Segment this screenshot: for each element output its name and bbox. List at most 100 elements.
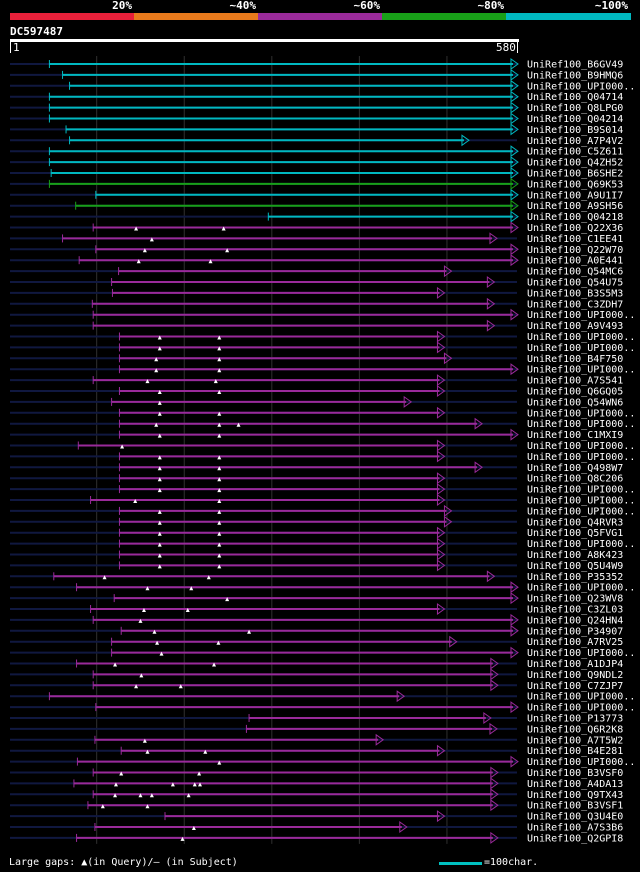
alignment-row[interactable]: UniRef100_A4DA13 (10, 777, 623, 790)
alignment-row[interactable]: UniRef100_UPI000.. (10, 690, 635, 703)
alignment-row[interactable]: UniRef100_UPI000.. (10, 330, 635, 344)
hit-label[interactable]: UniRef100_Q22X36 (527, 223, 623, 234)
alignment-row[interactable]: UniRef100_Q69K53 (10, 177, 623, 191)
hit-label[interactable]: UniRef100_B3S5M3 (527, 288, 623, 299)
hit-label[interactable]: UniRef100_UPI000.. (527, 703, 635, 714)
alignment-row[interactable]: UniRef100_Q04214 (10, 112, 623, 126)
alignment-row[interactable]: UniRef100_P35352 (10, 570, 623, 583)
alignment-row[interactable]: UniRef100_Q8LPG0 (10, 101, 623, 115)
alignment-row[interactable]: UniRef100_UPI000.. (10, 450, 635, 463)
alignment-row[interactable]: UniRef100_Q3U4E0 (10, 810, 623, 823)
hit-label[interactable]: UniRef100_UPI000.. (527, 583, 635, 594)
hit-label[interactable]: UniRef100_Q9NDL2 (527, 670, 623, 681)
hit-label[interactable]: UniRef100_C3ZDH7 (527, 299, 623, 310)
hit-label[interactable]: UniRef100_Q6GQ05 (527, 387, 623, 398)
hit-label[interactable]: UniRef100_Q54U75 (527, 278, 623, 289)
alignment-row[interactable]: UniRef100_Q24HN4 (10, 613, 623, 627)
alignment-row[interactable]: UniRef100_Q5U4W9 (10, 559, 623, 572)
hit-label[interactable]: UniRef100_UPI000.. (527, 506, 635, 517)
hit-label[interactable]: UniRef100_Q22W70 (527, 245, 623, 256)
alignment-row[interactable]: UniRef100_B9S014 (10, 123, 623, 136)
alignment-row[interactable]: UniRef100_B3S5M3 (10, 286, 623, 300)
hit-label[interactable]: UniRef100_Q54WN6 (527, 397, 623, 408)
hit-label[interactable]: UniRef100_Q23WV8 (527, 594, 623, 605)
alignment-row[interactable]: UniRef100_A7P4V2 (10, 134, 623, 147)
alignment-row[interactable]: UniRef100_UPI000.. (10, 537, 635, 551)
hit-label[interactable]: UniRef100_C3ZL03 (527, 605, 623, 616)
alignment-row[interactable]: UniRef100_C3ZL03 (10, 603, 623, 616)
hit-label[interactable]: UniRef100_Q5FVG1 (527, 528, 623, 539)
hit-label[interactable]: UniRef100_A9SH56 (527, 201, 623, 212)
hit-label[interactable]: UniRef100_A1DJP4 (527, 659, 623, 670)
alignment-row[interactable]: UniRef100_UPI000.. (10, 406, 635, 420)
hit-label[interactable]: UniRef100_B4E281 (527, 746, 623, 757)
hit-label[interactable]: UniRef100_Q8LPG0 (527, 103, 623, 114)
hit-label[interactable]: UniRef100_B6SHE2 (527, 169, 623, 180)
alignment-row[interactable]: UniRef100_UPI000.. (10, 417, 635, 431)
alignment-row[interactable]: UniRef100_Q22X36 (10, 221, 623, 235)
hit-label[interactable]: UniRef100_UPI000.. (527, 692, 635, 703)
hit-label[interactable]: UniRef100_P13773 (527, 714, 623, 725)
hit-label[interactable]: UniRef100_UPI000.. (527, 496, 635, 507)
alignment-row[interactable]: UniRef100_UPI000.. (10, 494, 635, 507)
hit-label[interactable]: UniRef100_UPI000.. (527, 441, 635, 452)
hit-label[interactable]: UniRef100_Q8C206 (527, 474, 623, 485)
hit-label[interactable]: UniRef100_B3VSF0 (527, 768, 623, 779)
hit-label[interactable]: UniRef100_UPI000.. (527, 648, 635, 659)
hit-label[interactable]: UniRef100_UPI000.. (527, 757, 635, 768)
alignment-row[interactable]: UniRef100_A7RV25 (10, 635, 623, 649)
hit-label[interactable]: UniRef100_A7S541 (527, 376, 623, 387)
alignment-row[interactable]: UniRef100_UPI000.. (10, 646, 635, 660)
alignment-row[interactable]: UniRef100_Q23WV8 (10, 592, 623, 605)
alignment-row[interactable]: UniRef100_A8K423 (10, 548, 623, 562)
alignment-row[interactable]: UniRef100_Q04218 (10, 210, 623, 224)
hit-label[interactable]: UniRef100_C5Z611 (527, 147, 623, 158)
hit-label[interactable]: UniRef100_UPI000.. (527, 452, 635, 463)
hit-label[interactable]: UniRef100_P34907 (527, 626, 623, 637)
alignment-row[interactable]: UniRef100_C1EE41 (10, 232, 623, 245)
alignment-row[interactable]: UniRef100_Q6GQ05 (10, 385, 623, 398)
alignment-row[interactable]: UniRef100_Q54WN6 (10, 395, 623, 409)
hit-label[interactable]: UniRef100_Q6R2K8 (527, 724, 623, 735)
hit-label[interactable]: UniRef100_B9HMQ6 (527, 70, 623, 81)
alignment-row[interactable]: UniRef100_UPI000.. (10, 581, 635, 594)
hit-label[interactable]: UniRef100_Q3U4E0 (527, 812, 623, 823)
hit-label[interactable]: UniRef100_Q4RVR3 (527, 517, 623, 528)
alignment-row[interactable]: UniRef100_B6SHE2 (10, 167, 623, 180)
hit-label[interactable]: UniRef100_Q498W7 (527, 463, 623, 474)
hit-label[interactable]: UniRef100_UPI000.. (527, 365, 635, 376)
alignment-row[interactable]: UniRef100_A1DJP4 (10, 657, 623, 671)
hit-label[interactable]: UniRef100_Q9TX43 (527, 790, 623, 801)
alignment-row[interactable]: UniRef100_A7S541 (10, 374, 623, 387)
alignment-row[interactable]: UniRef100_C5Z611 (10, 145, 623, 158)
hit-label[interactable]: UniRef100_Q69K53 (527, 179, 623, 190)
hit-label[interactable]: UniRef100_B4F750 (527, 354, 623, 365)
hit-label[interactable]: UniRef100_UPI000.. (527, 81, 635, 92)
hit-label[interactable]: UniRef100_Q4ZH52 (527, 158, 623, 169)
hit-label[interactable]: UniRef100_A7T5W2 (527, 735, 623, 746)
hit-label[interactable]: UniRef100_A7RV25 (527, 637, 623, 648)
hit-label[interactable]: UniRef100_Q5U4W9 (527, 561, 623, 572)
alignment-row[interactable]: UniRef100_B4E281 (10, 744, 623, 758)
alignment-row[interactable]: UniRef100_P34907 (10, 624, 623, 638)
hit-label[interactable]: UniRef100_A9U1I7 (527, 190, 623, 201)
alignment-row[interactable]: UniRef100_B9HMQ6 (10, 68, 623, 82)
alignment-row[interactable]: UniRef100_Q9NDL2 (10, 668, 623, 681)
hit-label[interactable]: UniRef100_A8K423 (527, 550, 623, 561)
alignment-row[interactable]: UniRef100_Q54MC6 (10, 265, 623, 278)
alignment-row[interactable]: UniRef100_Q54U75 (10, 276, 623, 289)
alignment-row[interactable]: UniRef100_A9V493 (10, 319, 623, 333)
alignment-row[interactable]: UniRef100_C1MXI9 (10, 428, 623, 442)
hit-label[interactable]: UniRef100_UPI000.. (527, 485, 635, 496)
alignment-row[interactable]: UniRef100_UPI000.. (10, 439, 635, 453)
hit-label[interactable]: UniRef100_A4DA13 (527, 779, 623, 790)
alignment-row[interactable]: UniRef100_B4F750 (10, 352, 623, 365)
alignment-row[interactable]: UniRef100_UPI000.. (10, 79, 635, 93)
alignment-row[interactable]: UniRef100_Q6R2K8 (10, 722, 623, 736)
alignment-row[interactable]: UniRef100_A9U1I7 (10, 188, 623, 202)
alignment-row[interactable]: UniRef100_B3VSF0 (10, 766, 623, 780)
hit-label[interactable]: UniRef100_Q24HN4 (527, 615, 623, 626)
hit-label[interactable]: UniRef100_Q04714 (527, 92, 623, 103)
hit-label[interactable]: UniRef100_B6GV49 (527, 60, 623, 71)
alignment-row[interactable]: UniRef100_UPI000.. (10, 504, 635, 518)
